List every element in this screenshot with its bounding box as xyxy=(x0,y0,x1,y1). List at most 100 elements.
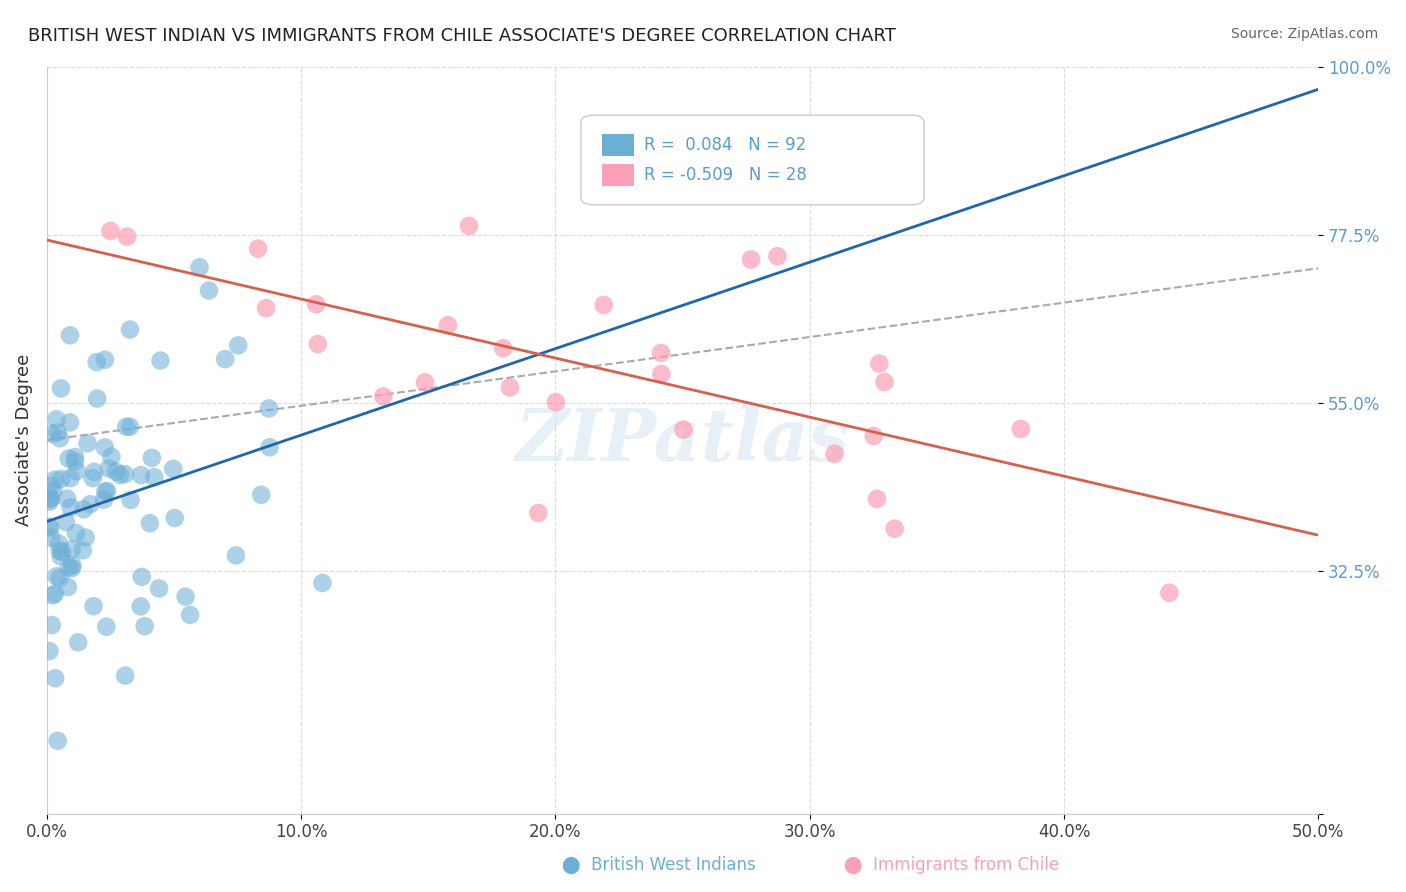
Point xyxy=(1010,422,1032,436)
Point xyxy=(41,426,63,441)
Point xyxy=(114,668,136,682)
Point xyxy=(139,516,162,531)
Point xyxy=(259,440,281,454)
Point xyxy=(148,582,170,596)
Point xyxy=(544,395,567,409)
Point xyxy=(94,352,117,367)
Point xyxy=(94,484,117,499)
Point xyxy=(66,464,89,478)
Point xyxy=(41,618,63,632)
Point xyxy=(492,341,515,355)
Point xyxy=(62,558,84,572)
Point xyxy=(86,392,108,406)
Point xyxy=(373,389,395,403)
Point xyxy=(83,465,105,479)
Point xyxy=(305,297,328,311)
Point xyxy=(59,415,82,429)
Text: ⬤  British West Indians: ⬤ British West Indians xyxy=(562,856,756,874)
Point xyxy=(1159,586,1181,600)
Point xyxy=(868,357,890,371)
Point xyxy=(45,569,67,583)
Point xyxy=(162,462,184,476)
Point xyxy=(198,284,221,298)
Point xyxy=(115,419,138,434)
Point xyxy=(143,470,166,484)
Point xyxy=(38,494,60,508)
Point xyxy=(49,543,72,558)
Bar xyxy=(603,134,634,156)
Point xyxy=(104,465,127,479)
Point xyxy=(46,425,69,440)
Point xyxy=(48,536,70,550)
Point xyxy=(67,635,90,649)
Text: ZIPatlas: ZIPatlas xyxy=(516,405,849,475)
Point xyxy=(672,423,695,437)
Point xyxy=(883,522,905,536)
Point xyxy=(59,500,82,515)
Point xyxy=(46,733,69,747)
Y-axis label: Associate's Degree: Associate's Degree xyxy=(15,354,32,526)
Point xyxy=(254,301,277,315)
Point xyxy=(131,570,153,584)
Point xyxy=(96,620,118,634)
Point xyxy=(97,461,120,475)
Point xyxy=(873,375,896,389)
Point xyxy=(42,588,65,602)
Point xyxy=(740,252,762,267)
Text: R =  0.084   N = 92: R = 0.084 N = 92 xyxy=(644,136,807,154)
Point xyxy=(188,260,211,275)
Point xyxy=(38,521,60,535)
Text: BRITISH WEST INDIAN VS IMMIGRANTS FROM CHILE ASSOCIATE'S DEGREE CORRELATION CHAR: BRITISH WEST INDIAN VS IMMIGRANTS FROM C… xyxy=(28,27,896,45)
Point xyxy=(458,219,481,233)
Point xyxy=(96,483,118,498)
Point xyxy=(58,451,80,466)
Point xyxy=(65,526,87,541)
Point xyxy=(38,491,60,505)
Point xyxy=(307,337,329,351)
Text: ⬤  Immigrants from Chile: ⬤ Immigrants from Chile xyxy=(844,856,1059,874)
Point xyxy=(100,450,122,464)
Point xyxy=(226,338,249,352)
Point xyxy=(44,587,66,601)
Point xyxy=(179,607,201,622)
Point xyxy=(163,511,186,525)
Point xyxy=(72,543,94,558)
Point xyxy=(592,298,614,312)
Point xyxy=(45,412,67,426)
Point xyxy=(174,590,197,604)
Point xyxy=(149,353,172,368)
Point xyxy=(766,249,789,263)
Point xyxy=(49,431,72,445)
Point xyxy=(60,561,83,575)
Point xyxy=(44,473,66,487)
Point xyxy=(73,502,96,516)
Point xyxy=(120,493,142,508)
Point xyxy=(51,545,73,559)
Point xyxy=(311,576,333,591)
FancyBboxPatch shape xyxy=(581,115,924,205)
Point xyxy=(75,531,97,545)
Point xyxy=(129,599,152,614)
Point xyxy=(141,450,163,465)
Point xyxy=(38,644,60,658)
Point xyxy=(48,571,70,585)
Point xyxy=(55,515,77,529)
Point xyxy=(114,467,136,482)
Point xyxy=(94,441,117,455)
Point xyxy=(56,580,79,594)
Point xyxy=(63,450,86,464)
Point xyxy=(49,381,72,395)
Point xyxy=(59,471,82,485)
Point xyxy=(115,229,138,244)
Point xyxy=(824,447,846,461)
Point xyxy=(49,549,72,564)
Point xyxy=(866,491,889,506)
Point xyxy=(527,506,550,520)
Point xyxy=(134,619,156,633)
Point xyxy=(257,401,280,416)
Point xyxy=(39,479,62,493)
Point xyxy=(39,491,62,506)
Point xyxy=(250,488,273,502)
Point xyxy=(79,497,101,511)
Point xyxy=(650,367,672,381)
